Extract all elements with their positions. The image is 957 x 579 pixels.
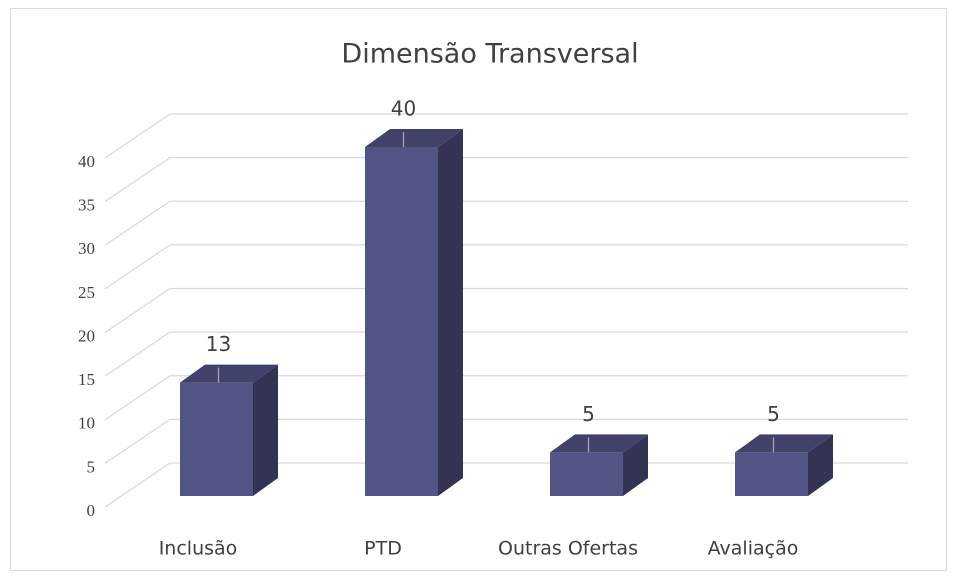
bar-top	[180, 364, 278, 383]
bar	[365, 129, 463, 496]
bar	[180, 364, 278, 496]
grid-line	[104, 375, 908, 421]
y-tick-label: 20	[78, 326, 95, 345]
y-tick-label: 0	[87, 501, 96, 520]
chart-title: Dimensão Transversal	[341, 39, 638, 70]
x-tick-label: Outras Ofertas	[498, 538, 638, 560]
x-tick-label: Avaliação	[708, 538, 799, 560]
grid-line	[104, 113, 908, 159]
grid-line	[104, 287, 908, 334]
grid-line	[104, 200, 908, 246]
y-tick-label: 10	[78, 414, 95, 433]
y-tick-label: 35	[78, 196, 95, 215]
bar-side	[808, 434, 833, 496]
bar-top	[550, 434, 648, 453]
grid-line	[104, 462, 908, 508]
bar-front	[365, 147, 438, 496]
x-tick-label: Inclusão	[159, 538, 238, 560]
y-tick-label: 40	[78, 152, 95, 171]
bar-front	[550, 452, 623, 496]
grid-line	[104, 418, 908, 464]
y-tick-label: 30	[78, 239, 95, 258]
y-tick-label: 15	[78, 370, 95, 389]
bar	[550, 434, 648, 496]
y-tick-label: 5	[87, 457, 96, 476]
bar-top	[735, 434, 833, 453]
value-label: 5	[767, 402, 780, 426]
grid-line	[104, 156, 908, 203]
bar-side	[253, 364, 278, 496]
bar	[735, 434, 833, 496]
grid-line	[104, 331, 908, 377]
bar-side	[623, 434, 648, 496]
x-tick-label: PTD	[364, 538, 402, 560]
value-label: 5	[582, 402, 595, 426]
value-label: 40	[391, 97, 416, 121]
value-label: 13	[206, 332, 231, 356]
bar-side	[438, 129, 463, 496]
bar-top	[365, 129, 463, 147]
y-tick-label: 25	[78, 283, 95, 302]
bar-front	[735, 452, 808, 496]
grid-line	[104, 244, 908, 290]
bar-front	[180, 382, 253, 496]
